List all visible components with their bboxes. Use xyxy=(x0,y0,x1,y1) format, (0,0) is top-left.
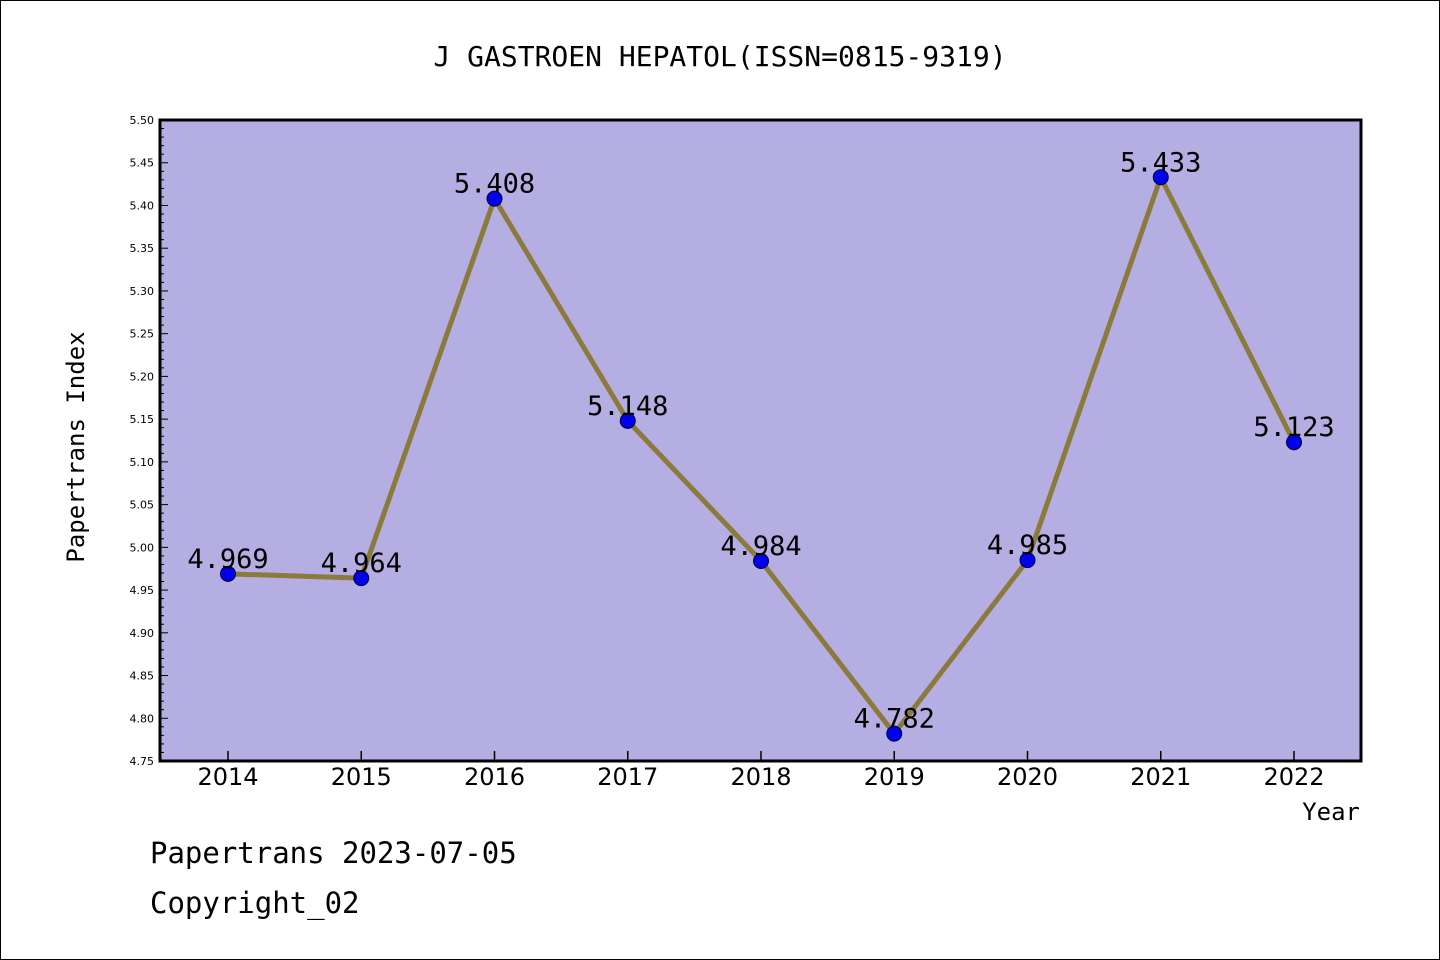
x-tick-label: 2021 xyxy=(1130,763,1191,791)
data-point xyxy=(353,570,370,587)
y-tick-label: 4.85 xyxy=(130,670,155,683)
footer-copyright: Copyright_02 xyxy=(150,886,360,920)
data-point xyxy=(1152,169,1169,186)
y-tick-label: 5.30 xyxy=(130,285,155,298)
y-tick-label: 5.35 xyxy=(130,242,155,255)
y-tick-label: 5.40 xyxy=(130,199,155,212)
x-axis: 2014 2015 2016 2017 2018 2019 2020 2021 2022 xyxy=(197,751,1325,791)
data-point xyxy=(1019,552,1036,569)
data-point xyxy=(1286,434,1302,451)
chart-title: J GASTROEN HEPATOL(ISSN=0815-9319) xyxy=(433,40,1006,73)
data-label: 5.148 xyxy=(587,391,668,422)
data-point xyxy=(486,190,503,207)
y-tick-label: 5.20 xyxy=(130,370,155,383)
y-tick-label: 5.25 xyxy=(130,328,155,341)
y-tick-label: 5.10 xyxy=(130,456,155,469)
data-label: 4.964 xyxy=(321,548,402,579)
x-tick-label: 2018 xyxy=(730,763,791,791)
y-tick-label: 4.75 xyxy=(130,755,155,768)
y-tick-label: 5.15 xyxy=(130,413,155,426)
data-point xyxy=(619,412,636,429)
data-label: 4.969 xyxy=(187,544,268,575)
y-tick-label: 4.95 xyxy=(130,584,155,597)
plot-area xyxy=(160,120,1361,761)
x-tick-label: 2015 xyxy=(331,763,392,791)
x-tick-label: 2017 xyxy=(597,763,658,791)
y-tick-label: 4.90 xyxy=(130,627,155,640)
y-tick-label: 5.50 xyxy=(130,114,155,127)
y-tick-label: 5.45 xyxy=(130,157,155,170)
x-axis-label: Year xyxy=(1302,798,1360,826)
y-tick-label: 4.80 xyxy=(130,712,155,725)
data-point xyxy=(220,565,236,582)
y-tick-label: 5.05 xyxy=(130,499,155,512)
data-label: 4.984 xyxy=(720,531,801,562)
data-label: 5.123 xyxy=(1253,412,1334,443)
x-tick-label: 2014 xyxy=(197,763,258,791)
markers xyxy=(220,169,1302,742)
data-label: 5.433 xyxy=(1120,147,1201,178)
data-label: 5.408 xyxy=(454,169,535,200)
x-tick-label: 2020 xyxy=(997,763,1058,791)
plot-border xyxy=(158,118,1363,763)
data-label: 4.782 xyxy=(854,704,935,735)
data-labels: 4.969 4.964 5.408 5.148 4.984 4.782 4.985 5.433… xyxy=(187,147,1334,734)
y-axis-label: Papertrans Index xyxy=(62,331,90,562)
x-tick-label: 2019 xyxy=(864,763,925,791)
y-axis: 4.75 4.80 4.85 4.90 4.95 5.00 5.05 5.10 5.15 5.20… xyxy=(130,114,168,768)
data-point xyxy=(886,725,903,742)
x-tick-label: 2016 xyxy=(464,763,525,791)
footer-date: Papertrans 2023-07-05 xyxy=(150,836,517,870)
data-label: 4.985 xyxy=(987,530,1068,561)
x-tick-label: 2022 xyxy=(1263,763,1324,791)
data-point xyxy=(753,553,769,570)
y-tick-label: 5.00 xyxy=(130,541,155,554)
